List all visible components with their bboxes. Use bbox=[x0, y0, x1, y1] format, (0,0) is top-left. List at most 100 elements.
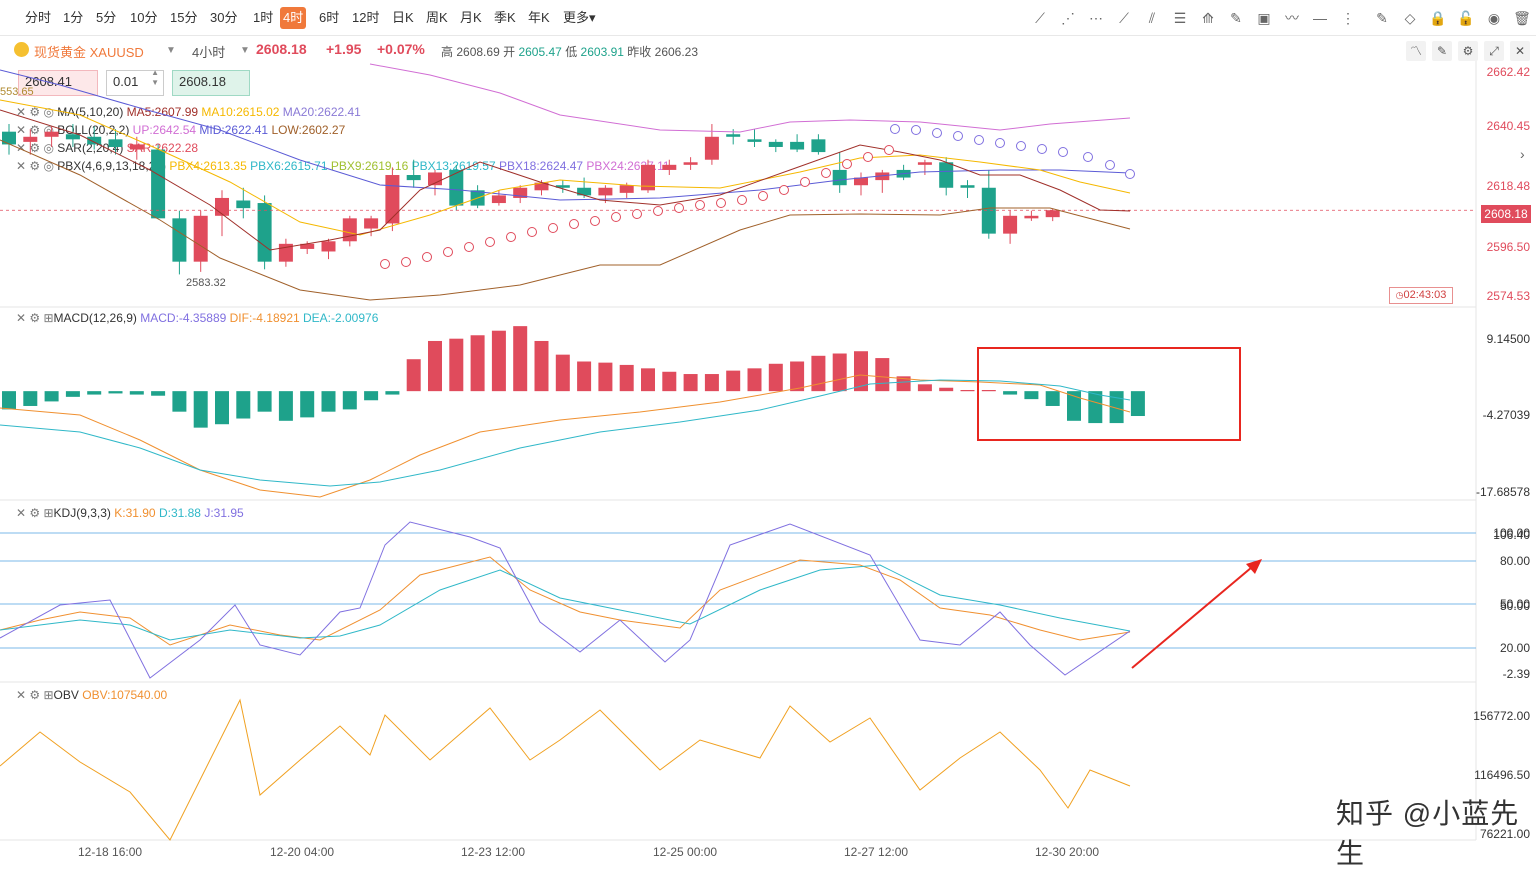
sar-dot bbox=[884, 145, 894, 155]
macd-bar bbox=[790, 361, 805, 392]
image-icon[interactable]: ▣ bbox=[1257, 10, 1271, 26]
lock-icon[interactable]: 🔒 bbox=[1429, 10, 1447, 26]
macd-bar bbox=[193, 391, 208, 428]
panel-controls-icon[interactable]: ✕ ⚙ ⊞ bbox=[16, 688, 54, 702]
indicator-value: MA20:2622.41 bbox=[282, 105, 361, 119]
indicator-controls-icon[interactable]: ✕ ⚙ ◎ bbox=[16, 123, 58, 137]
delete-icon[interactable]: 🗑 bbox=[1513, 10, 1531, 26]
macd-axis-label: 9.14500 bbox=[1486, 332, 1530, 346]
sar-dot bbox=[1083, 152, 1093, 162]
macd-bar bbox=[662, 371, 677, 392]
hline-icon[interactable]: — bbox=[1313, 10, 1327, 26]
timeframe-9[interactable]: 12时 bbox=[352, 10, 380, 25]
sar-dot bbox=[800, 177, 810, 187]
macd-bar bbox=[236, 391, 251, 419]
candle bbox=[896, 164, 911, 181]
last-price: 2608.18 bbox=[256, 41, 307, 57]
ray-icon[interactable]: ⋰ bbox=[1061, 10, 1075, 26]
panel-controls-icon[interactable]: ✕ ⚙ ⊞ bbox=[16, 311, 54, 325]
trend-line-icon[interactable]: ⟋ bbox=[1035, 10, 1045, 26]
brush-icon[interactable]: ✎ bbox=[1230, 10, 1242, 26]
macd-bar bbox=[342, 391, 357, 410]
panel-value: D:31.88 bbox=[158, 506, 205, 520]
gann-fan-icon[interactable]: ⟰ bbox=[1202, 10, 1214, 26]
macd-bar bbox=[555, 354, 570, 392]
pen-icon[interactable]: ✎ bbox=[1432, 41, 1452, 61]
indicator-row: ✕ ⚙ ◎ MA(5,10,20) MA5:2607.99 MA10:2615.… bbox=[16, 105, 361, 119]
note-icon[interactable]: ✎ bbox=[1376, 10, 1388, 26]
timeframe-12[interactable]: 月K bbox=[460, 10, 482, 25]
timeframe-13[interactable]: 季K bbox=[494, 10, 516, 25]
more-icon[interactable]: ⋮ bbox=[1341, 10, 1355, 26]
symbol-dropdown-icon[interactable]: ▼ bbox=[166, 45, 176, 56]
wave-icon[interactable]: 〰 bbox=[1285, 10, 1299, 26]
macd-bar bbox=[1088, 391, 1103, 424]
sar-dot bbox=[506, 232, 516, 242]
timeframe-14[interactable]: 年K bbox=[528, 10, 550, 25]
indicator-controls-icon[interactable]: ✕ ⚙ ◎ bbox=[16, 159, 58, 173]
timeframe-3[interactable]: 10分 bbox=[130, 10, 158, 25]
close-icon[interactable]: ✕ bbox=[1510, 41, 1530, 61]
channel-icon[interactable]: ⟋ bbox=[1119, 10, 1129, 26]
chart-type-icon[interactable]: 〽 bbox=[1406, 41, 1426, 61]
obv-legend: ✕ ⚙ ⊞OBV OBV:107540.00 bbox=[16, 688, 167, 702]
panel-name: MACD(12,26,9) bbox=[53, 311, 141, 325]
sar-dot bbox=[953, 131, 963, 141]
timeframe-8[interactable]: 6时 bbox=[319, 10, 340, 25]
timeframe-11[interactable]: 周K bbox=[426, 10, 448, 25]
candle bbox=[449, 164, 464, 211]
macd-bar bbox=[747, 368, 762, 392]
timeframe-7[interactable]: 4时 bbox=[280, 7, 307, 29]
chevron-right-icon[interactable]: › bbox=[1520, 146, 1525, 162]
panel-controls-icon[interactable]: ✕ ⚙ ⊞ bbox=[16, 506, 54, 520]
macd-bar bbox=[428, 340, 442, 392]
fib-icon[interactable]: ☰ bbox=[1173, 10, 1187, 26]
buy-price-button[interactable]: 2608.18 bbox=[172, 70, 250, 96]
timeframe-2[interactable]: 5分 bbox=[96, 10, 117, 25]
macd-bar bbox=[385, 391, 400, 395]
candle bbox=[2, 124, 16, 155]
macd-bar bbox=[1067, 391, 1081, 421]
symbol-name[interactable]: 现货黄金 XAUUSD bbox=[34, 45, 144, 60]
candle bbox=[790, 134, 805, 153]
timeframe-15[interactable]: 更多▾ bbox=[563, 10, 596, 25]
kdj-axis-label: 80.00 bbox=[1499, 554, 1530, 568]
macd-bar bbox=[768, 363, 783, 392]
timeframe-1[interactable]: 1分 bbox=[63, 10, 84, 25]
parallel-icon[interactable]: ⫽ bbox=[1148, 10, 1156, 26]
timeframe-6[interactable]: 1时 bbox=[253, 10, 274, 25]
horizontal-line-icon[interactable]: ⋯ bbox=[1089, 10, 1103, 26]
macd-bar bbox=[981, 390, 996, 392]
timeframe-0[interactable]: 分时 bbox=[25, 10, 52, 25]
unlock-icon[interactable]: 🔓 bbox=[1457, 10, 1475, 26]
sar-dot bbox=[1058, 147, 1068, 157]
timeframe-4[interactable]: 15分 bbox=[170, 10, 198, 25]
sar-dot bbox=[863, 152, 873, 162]
fullscreen-icon[interactable]: ⤢ bbox=[1484, 41, 1504, 61]
macd-bar bbox=[321, 391, 336, 412]
timeframe-10[interactable]: 日K bbox=[392, 10, 414, 25]
macd-bar bbox=[1109, 391, 1124, 424]
macd-bar bbox=[960, 390, 975, 392]
sar-dot bbox=[443, 247, 453, 257]
period-select[interactable]: 4小时 bbox=[192, 45, 226, 60]
sar-dot bbox=[611, 212, 621, 222]
lot-size-input[interactable]: 0.01 ▲ ▼ bbox=[106, 68, 164, 96]
macd-bar bbox=[364, 391, 379, 401]
macd-bar bbox=[641, 368, 655, 392]
timeframe-5[interactable]: 30分 bbox=[210, 10, 238, 25]
candle bbox=[87, 126, 102, 150]
macd-bar bbox=[491, 330, 506, 392]
settings-icon[interactable]: ⚙ bbox=[1458, 41, 1478, 61]
x-axis-label: 12-23 12:00 bbox=[461, 845, 526, 859]
eraser-icon[interactable]: ◇ bbox=[1404, 10, 1416, 26]
eye-icon[interactable]: ◉ bbox=[1487, 10, 1501, 26]
price-axis-label: 2574.53 bbox=[1486, 289, 1530, 303]
indicator-value: MA10:2615.02 bbox=[201, 105, 283, 119]
candle bbox=[193, 210, 208, 272]
candle bbox=[854, 172, 868, 196]
period-dropdown-icon[interactable]: ▼ bbox=[240, 45, 250, 56]
macd-bar bbox=[300, 391, 315, 418]
boll-lower-line bbox=[0, 139, 1131, 301]
